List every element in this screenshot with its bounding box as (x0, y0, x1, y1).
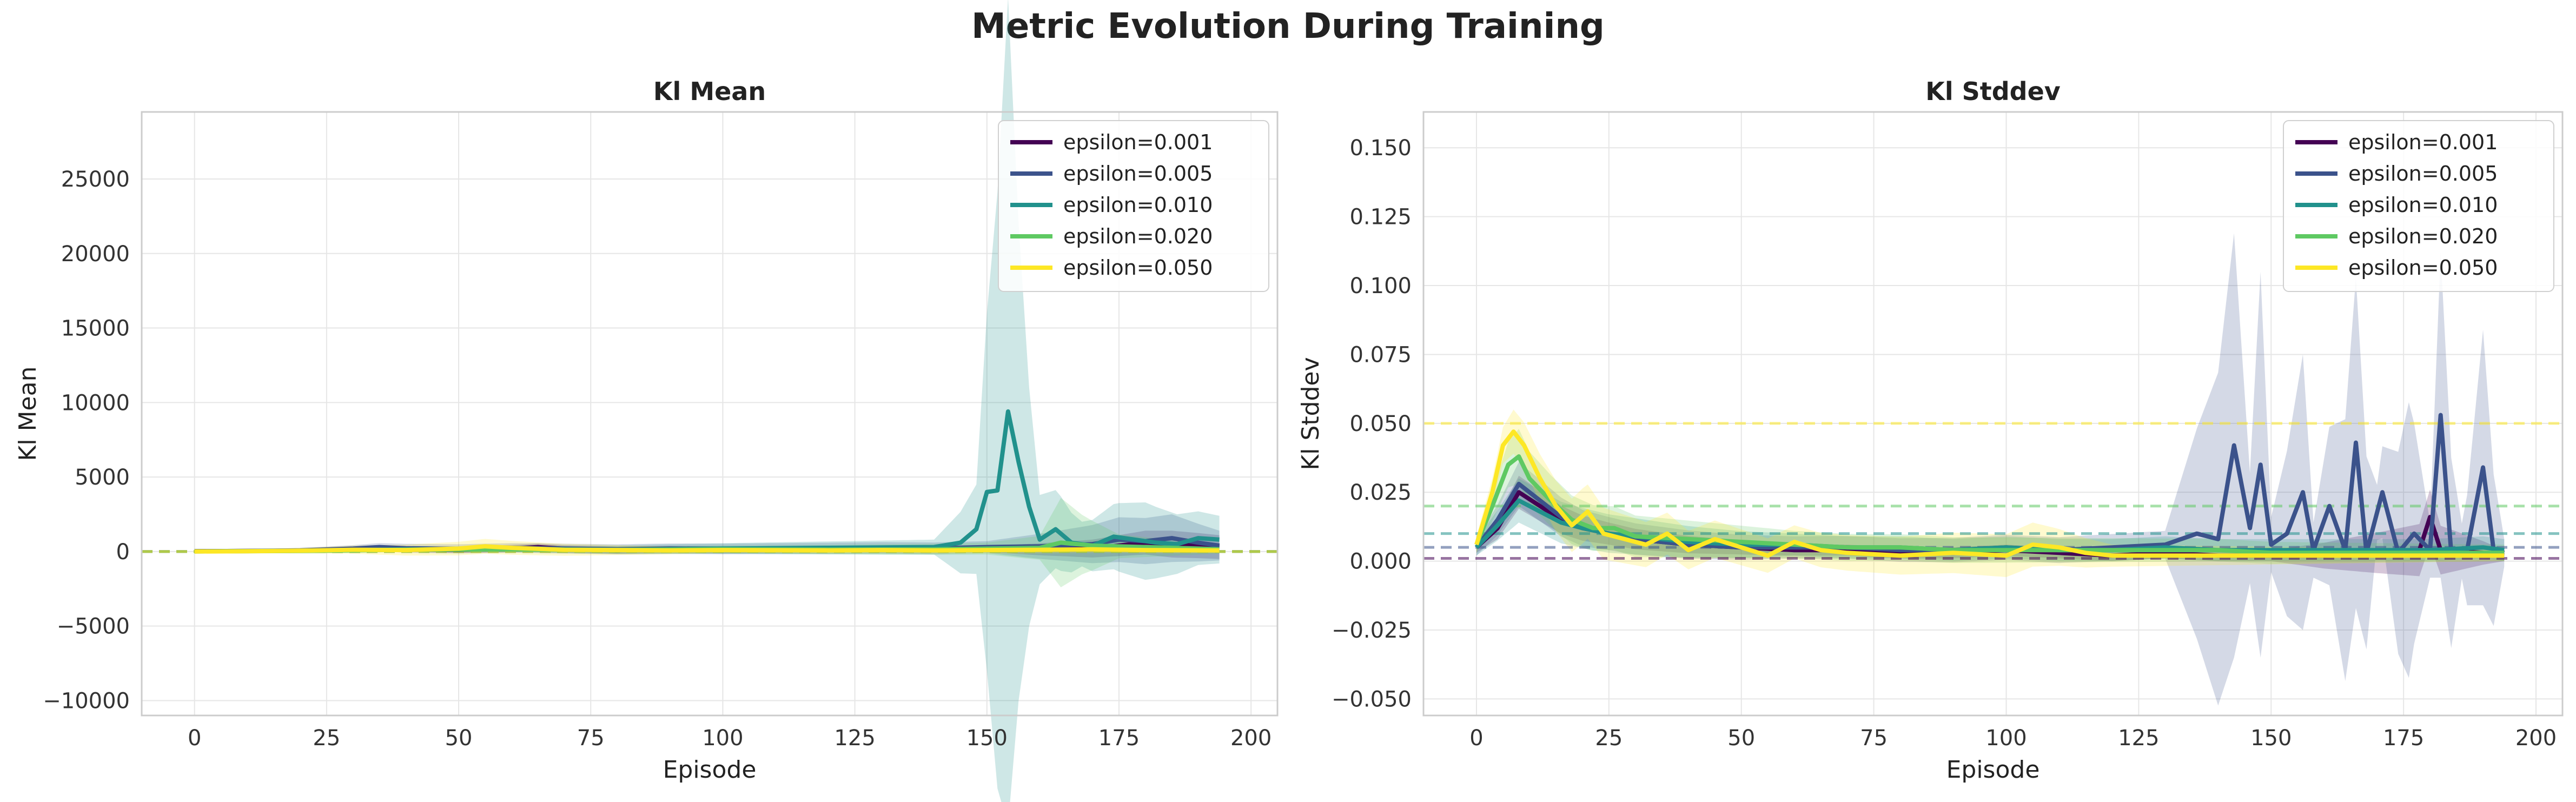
kl-stddev-legend-label-1: epsilon=0.005 (2348, 162, 2498, 185)
kl-stddev-x-axis-label: Episode (1946, 756, 2040, 784)
kl-mean-y-tick-label: 0 (116, 540, 130, 565)
kl-mean-y-axis-label: Kl Mean (14, 367, 42, 461)
kl-mean-band-3 (194, 498, 1220, 587)
kl-mean-series-line-4 (194, 544, 1220, 554)
kl-stddev-y-tick-label: −0.050 (1332, 687, 1412, 712)
kl-stddev-x-tick-label: 25 (1595, 726, 1623, 751)
kl-stddev-band-3 (1476, 429, 2505, 564)
kl-stddev-series-line-4 (1474, 429, 2505, 558)
kl-mean-legend-label-1: epsilon=0.005 (1063, 162, 1213, 185)
kl-stddev-legend-label-4: epsilon=0.050 (2348, 256, 2498, 280)
kl-stddev-y-tick-label: 0.050 (1349, 412, 1412, 436)
kl-mean-x-axis-label: Episode (663, 756, 757, 784)
kl-mean-x-tick-label: 200 (1230, 726, 1272, 751)
kl-mean-band-2 (194, 0, 1220, 802)
kl-stddev-x-tick-label: 200 (2515, 726, 2557, 751)
kl-stddev-y-tick-label: 0.125 (1349, 205, 1412, 230)
kl-stddev-legend (2283, 120, 2554, 292)
kl-stddev-legend-label-3: epsilon=0.020 (2348, 224, 2498, 248)
kl-stddev-y-tick-label: −0.025 (1332, 618, 1412, 643)
kl-mean-legend-label-2: epsilon=0.010 (1063, 193, 1213, 217)
kl-mean-x-tick-label: 25 (313, 726, 340, 751)
kl-stddev-axes-frame (1422, 111, 2564, 717)
kl-mean-legend-label-4: epsilon=0.050 (1063, 256, 1213, 280)
kl-mean-x-tick-label: 150 (966, 726, 1008, 751)
kl-stddev-y-axis-label: Kl Stddev (1297, 357, 1325, 470)
kl-mean-legend-label-0: epsilon=0.001 (1063, 130, 1213, 154)
kl-stddev-x-tick-label: 150 (2250, 726, 2292, 751)
kl-stddev-x-tick-label: 175 (2383, 726, 2424, 751)
kl-stddev-x-tick-label: 0 (1469, 726, 1483, 751)
kl-mean-x-tick-label: 100 (702, 726, 743, 751)
kl-stddev-panel: 0 25 50 75 100 125 150 175 200 −0.050 −0.025 0.000 0… (1297, 77, 2564, 784)
kl-mean-x-tick-label: 175 (1098, 726, 1140, 751)
figure-title: Metric Evolution During Training (971, 6, 1605, 47)
kl-mean-axes-frame (141, 111, 1279, 717)
kl-stddev-y-tick-label: 0.075 (1349, 342, 1412, 367)
kl-stddev-title: Kl Stddev (1925, 77, 2061, 106)
kl-mean-x-tick-label: 125 (834, 726, 875, 751)
kl-stddev-band-4 (1476, 409, 2505, 578)
kl-mean-legend-label-3: epsilon=0.020 (1063, 224, 1213, 248)
kl-stddev-x-tick-label: 100 (1985, 726, 2027, 751)
kl-mean-title: Kl Mean (653, 77, 766, 106)
kl-mean-y-tick-label: 10000 (61, 390, 130, 415)
kl-stddev-y-tick-label: 0.025 (1349, 480, 1412, 505)
kl-stddev-y-tick-label: 0.000 (1349, 549, 1412, 574)
kl-stddev-band-1 (1476, 233, 2505, 706)
kl-stddev-x-tick-label: 125 (2118, 726, 2159, 751)
kl-mean-x-tick-label: 0 (188, 726, 201, 751)
kl-mean-panel: 0 25 50 75 100 125 150 175 200 −10000 −5000 0 5000 10… (14, 0, 1279, 802)
kl-stddev-series-line-3 (1474, 454, 2505, 555)
kl-mean-y-tick-label: 15000 (61, 316, 130, 341)
kl-mean-x-tick-label: 50 (445, 726, 473, 751)
kl-mean-y-tick-label: 5000 (75, 465, 130, 490)
kl-mean-legend (998, 120, 1269, 292)
kl-mean-y-tick-label: 20000 (61, 242, 130, 267)
kl-mean-y-tick-label: 25000 (61, 167, 130, 192)
kl-stddev-legend-label-0: epsilon=0.001 (2348, 130, 2498, 154)
kl-mean-y-tick-label: −10000 (43, 688, 130, 713)
kl-stddev-x-tick-label: 50 (1727, 726, 1755, 751)
kl-stddev-x-tick-label: 75 (1860, 726, 1888, 751)
kl-stddev-y-tick-label: 0.100 (1349, 274, 1412, 299)
kl-stddev-y-tick-label: 0.150 (1349, 136, 1412, 161)
kl-mean-x-tick-label: 75 (577, 726, 605, 751)
kl-stddev-legend-label-2: epsilon=0.010 (2348, 193, 2498, 217)
kl-mean-y-tick-label: −5000 (57, 614, 130, 639)
